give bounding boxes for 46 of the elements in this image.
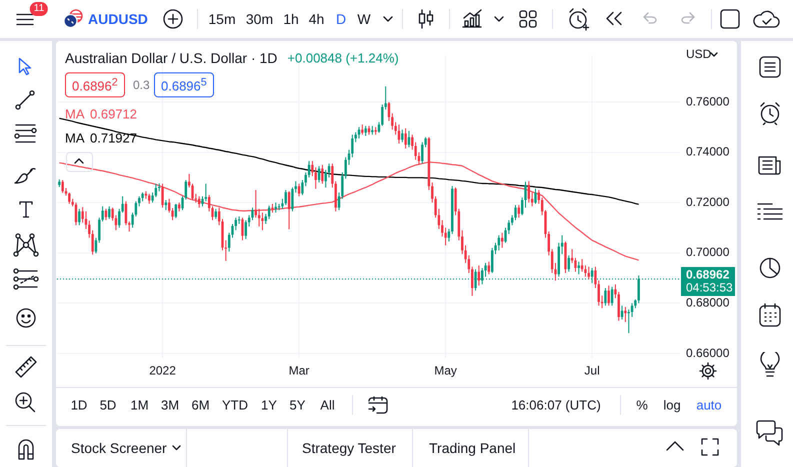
text: 6M bbox=[191, 398, 210, 412]
text: 5Y bbox=[290, 398, 306, 412]
text: 11 bbox=[30, 2, 48, 16]
y-tick-label: 0.68000 bbox=[686, 295, 730, 310]
text: auto bbox=[696, 398, 722, 412]
text: W bbox=[357, 11, 371, 27]
chart-subtitle: +0.00848 (+1.24%) bbox=[287, 50, 399, 66]
text: 0.68962 bbox=[686, 267, 730, 282]
series-label: MA bbox=[65, 130, 84, 146]
text: All bbox=[320, 398, 335, 412]
y-tick-label: 0.74000 bbox=[686, 144, 730, 159]
annotation: 0.69712 bbox=[90, 106, 137, 122]
y-tick-label: 0.70000 bbox=[686, 245, 730, 260]
text: 1h bbox=[283, 11, 299, 27]
text: % bbox=[636, 398, 648, 412]
y-tick-label: 0.72000 bbox=[686, 194, 730, 209]
x-tick-label: May bbox=[434, 364, 457, 378]
annotation: 0.71927 bbox=[90, 130, 137, 146]
annotation: 0.6896$^{2}$ bbox=[65, 72, 125, 98]
text: AUDUSD bbox=[88, 11, 148, 27]
text: log bbox=[663, 398, 681, 412]
x-tick-label: 2022 bbox=[149, 364, 176, 378]
text: 4h bbox=[308, 11, 324, 27]
y-tick-label: 0.76000 bbox=[686, 94, 730, 108]
x-tick-label: Mar bbox=[288, 364, 310, 378]
text: 5D bbox=[100, 398, 116, 412]
text: 30m bbox=[246, 11, 274, 27]
text: 3M bbox=[160, 398, 180, 412]
text: D bbox=[336, 11, 346, 27]
text: USD bbox=[686, 47, 712, 61]
text: Trading Panel bbox=[429, 440, 516, 456]
y-tick-label: 0.66000 bbox=[686, 346, 730, 360]
text: Strategy Tester bbox=[302, 440, 396, 456]
chart-title: Australian Dollar / U.S. Dollar · 1D bbox=[65, 50, 278, 66]
text: 1Y bbox=[261, 398, 277, 412]
text: 1D bbox=[70, 398, 88, 412]
annotation: 0.3 bbox=[133, 78, 150, 92]
text: 15m bbox=[208, 11, 236, 27]
text: 04:53:53 bbox=[686, 280, 734, 294]
annotation: 0.6896$^{5}$ bbox=[154, 72, 214, 98]
x-tick-label: Jul bbox=[584, 364, 600, 378]
text: 1M bbox=[130, 398, 149, 412]
text: YTD bbox=[222, 398, 248, 412]
text: MA bbox=[65, 106, 84, 122]
text: 16:06:07 (UTC) bbox=[511, 398, 601, 412]
text: Stock Screener bbox=[71, 440, 167, 456]
